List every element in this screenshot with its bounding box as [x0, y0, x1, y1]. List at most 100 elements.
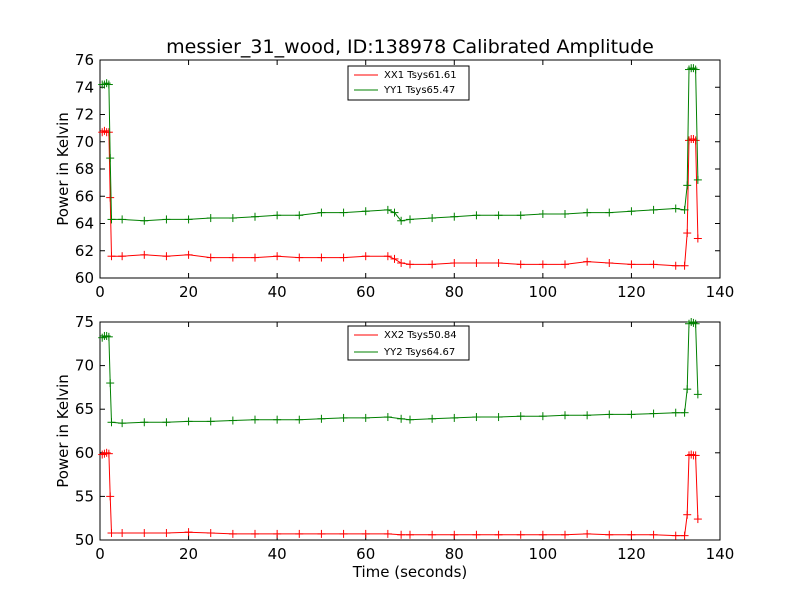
bottom-y-tick-label: 70: [75, 357, 94, 375]
top-series-1-point: [339, 208, 348, 217]
bottom-series-0-point: [317, 529, 326, 538]
top-series-0-point: [361, 252, 370, 261]
top-y-tick-label: 72: [75, 106, 94, 124]
top-series-0-point: [162, 252, 171, 261]
top-series-0-point: [251, 253, 259, 262]
top-series-1-point: [106, 154, 115, 163]
bottom-series-0-point: [680, 531, 689, 540]
bottom-series-1-point: [683, 385, 692, 394]
top-series-0-point: [428, 260, 437, 269]
top-y-tick-label: 76: [75, 51, 94, 69]
top-x-tick-label: 0: [95, 283, 105, 301]
bottom-series-0-point: [671, 531, 680, 540]
bottom-series-1-point: [605, 410, 614, 419]
bottom-x-tick-label: 0: [95, 545, 105, 563]
top-series-0-point: [450, 259, 459, 268]
top-y-tick-label: 62: [75, 242, 94, 260]
top-series-1-point: [228, 214, 237, 223]
top-series-1-point: [494, 211, 503, 220]
top-series-1-point: [671, 204, 680, 213]
bottom-series-1-point: [406, 415, 414, 424]
top-y-tick-label: 66: [75, 187, 94, 205]
bottom-series-0-point: [273, 529, 282, 538]
top-series-1-point: [383, 205, 392, 214]
bottom-y-tick-label: 55: [75, 487, 94, 505]
top-series-0-point: [390, 254, 399, 263]
bottom-series-group: [98, 318, 702, 540]
bottom-series-0-point: [649, 530, 658, 539]
bottom-series-1-point: [691, 319, 700, 328]
top-series-1-point: [251, 212, 259, 221]
top-panel: 0 20 40 60 80 100 120 140 60 62 64 66 68 70 72 74 76 Pow…: [54, 51, 734, 301]
top-series-0-point: [538, 260, 547, 269]
bottom-series-line-0: [102, 452, 699, 537]
bottom-series-1-point: [339, 413, 348, 422]
bottom-series-1-point: [494, 413, 503, 422]
top-series-1-point: [390, 208, 399, 217]
top-ticks: 0 20 40 60 80 100 120 140 60 62 64 66 68 70 72 74 76: [75, 51, 734, 301]
bottom-series-line-1: [101, 321, 699, 424]
bottom-series-1-point: [317, 414, 326, 423]
bottom-series-0-point: [162, 529, 171, 538]
top-series-1-point: [428, 214, 437, 223]
bottom-series-1-point: [118, 419, 127, 428]
top-series-0-point: [494, 259, 503, 268]
bottom-series-0-point: [494, 530, 503, 539]
bottom-series-0-point: [561, 530, 569, 539]
bottom-x-tick-label: 120: [617, 545, 646, 563]
bottom-legend: XX2 Tsys50.84 YY2 Tsys64.67: [347, 325, 470, 361]
top-y-tick-label: 60: [75, 269, 94, 287]
bottom-y-tick-label: 60: [75, 444, 94, 462]
top-x-tick-label: 100: [529, 283, 558, 301]
bottom-series-1-point: [295, 415, 304, 424]
bottom-series-1-point: [693, 390, 702, 399]
top-series-0-point: [671, 261, 680, 270]
bottom-legend-label-xx2: XX2 Tsys50.84: [384, 330, 457, 341]
bottom-series-0-point: [251, 529, 259, 538]
bottom-series-1-point: [538, 412, 547, 421]
top-series-0-point: [107, 252, 116, 261]
bottom-series-1-point: [397, 414, 406, 423]
bottom-series-0-point: [538, 530, 547, 539]
bottom-series-0-point: [627, 530, 636, 539]
bottom-x-tick-label: 80: [445, 545, 464, 563]
bottom-series-1-point: [383, 413, 392, 422]
top-x-tick-label: 120: [617, 283, 646, 301]
bottom-series-0-point: [140, 529, 149, 538]
bottom-series-0-point: [693, 515, 702, 524]
bottom-series-1-point: [671, 408, 680, 417]
top-series-1-point: [561, 209, 569, 218]
bottom-series-0-point: [683, 510, 692, 519]
top-series-1-point: [693, 175, 702, 184]
top-series-1-point: [397, 216, 406, 225]
bottom-series-0-point: [383, 529, 392, 538]
bottom-series-0-point: [339, 529, 348, 538]
bottom-series-0-point: [691, 451, 700, 460]
top-series-1-point: [691, 65, 700, 74]
bottom-x-tick-label: 60: [356, 545, 375, 563]
bottom-series-1-point: [104, 332, 113, 341]
top-series-1-point: [649, 205, 658, 214]
top-series-0-point: [106, 193, 115, 202]
bottom-x-tick-label: 40: [268, 545, 287, 563]
top-series-1-point: [583, 208, 592, 217]
top-series-0-point: [583, 257, 592, 266]
bottom-x-tick-label: 140: [706, 545, 735, 563]
bottom-y-axis-label: Power in Kelvin: [54, 374, 72, 488]
top-series-1-point: [605, 208, 614, 217]
top-x-tick-label: 60: [356, 283, 375, 301]
bottom-plot-frame: [99, 321, 721, 541]
top-series-0-point: [605, 259, 614, 268]
bottom-series-0-point: [118, 529, 127, 538]
bottom-series-0-point: [472, 530, 481, 539]
top-x-tick-label: 40: [268, 283, 287, 301]
top-legend: XX1 Tsys61.61 YY1 Tsys65.47: [347, 65, 470, 101]
top-series-1-point: [184, 215, 193, 224]
bottom-legend-frame: [347, 325, 470, 361]
bottom-series-1-point: [428, 414, 437, 423]
top-series-0-point: [273, 252, 282, 261]
top-series-1-point: [361, 207, 370, 216]
top-series-1-point: [516, 211, 525, 220]
top-series-0-point: [184, 250, 193, 259]
top-series-1-point: [683, 181, 692, 190]
